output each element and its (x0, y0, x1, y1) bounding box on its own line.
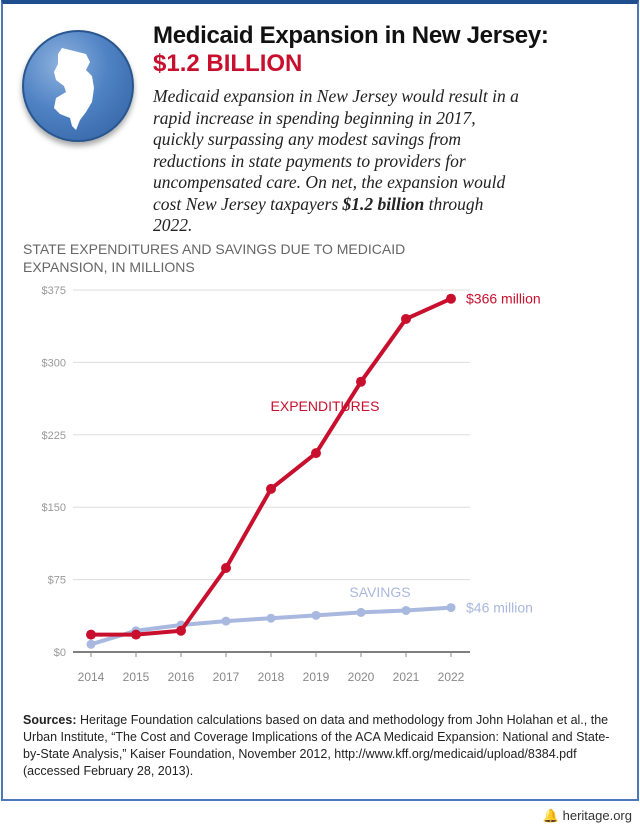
chart-title: STATE EXPENDITURES AND SAVINGS DUE TO ME… (23, 241, 406, 275)
line-chart: $0 $75 $150 $225 $300 $375 2014 2015 2016 2017 201… (42, 285, 541, 684)
footer-site: 🔔 heritage.org (543, 808, 632, 824)
x-tick-label: 2021 (393, 670, 420, 684)
data-point-savings (356, 607, 366, 617)
y-tick-label: $375 (42, 285, 66, 297)
data-point-expenditures (356, 376, 366, 387)
data-point-savings (86, 639, 96, 649)
y-tick-label: $75 (48, 575, 66, 587)
y-tick-label: $300 (42, 357, 66, 369)
intro-text-end: through 2022. (153, 193, 484, 236)
data-point-expenditures (131, 629, 141, 640)
series-label-savings: SAVINGS (349, 584, 410, 600)
sources-label: Sources: (23, 713, 77, 727)
y-tick-label: $150 (42, 502, 66, 514)
data-point-expenditures (86, 629, 96, 640)
data-point-expenditures (446, 293, 456, 304)
x-tick-label: 2020 (348, 670, 375, 684)
series-label-expenditures: EXPENDITURES (271, 398, 380, 414)
data-point-savings (311, 610, 321, 620)
x-tick-label: 2016 (168, 670, 195, 684)
data-point-savings (401, 605, 411, 615)
data-point-savings (446, 603, 456, 613)
intro-paragraph: Medicaid expansion in New Jersey would r… (153, 86, 523, 237)
data-point-expenditures (266, 483, 276, 494)
end-label-savings: $46 million (466, 600, 533, 616)
footer-site-label: heritage.org (562, 808, 632, 823)
x-tick-label: 2022 (438, 670, 465, 684)
liberty-bell-icon: 🔔 (542, 808, 559, 823)
y-tick-label: $225 (42, 430, 66, 442)
data-point-expenditures (221, 563, 231, 574)
end-label-expenditures: $366 million (466, 291, 541, 307)
data-point-expenditures (311, 448, 321, 459)
x-tick-label: 2014 (78, 670, 105, 684)
page-title: Medicaid Expansion in New Jersey: (153, 22, 549, 49)
headline-amount: $1.2 BILLION (153, 50, 303, 77)
data-point-expenditures (176, 625, 186, 636)
data-point-savings (221, 616, 231, 626)
x-tick-label: 2018 (258, 670, 285, 684)
intro-text: Medicaid expansion in New Jersey would r… (153, 86, 519, 214)
x-tick-label: 2017 (213, 670, 240, 684)
sources-text: Heritage Foundation calculations based o… (23, 713, 610, 778)
y-tick-label: $0 (54, 647, 66, 659)
sources-note: Sources: Heritage Foundation calculation… (23, 712, 623, 780)
intro-bold: $1.2 billion (342, 193, 425, 214)
data-point-savings (266, 613, 276, 623)
data-point-expenditures (401, 313, 411, 324)
infographic-frame (1, 0, 639, 801)
x-tick-label: 2015 (123, 670, 150, 684)
x-tick-label: 2019 (303, 670, 330, 684)
series-line-savings (90, 605, 452, 647)
new-jersey-state-icon (22, 30, 134, 142)
